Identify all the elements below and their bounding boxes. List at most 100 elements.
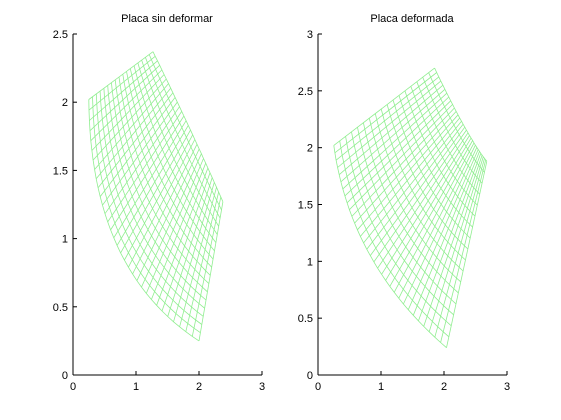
mesh-radial-line <box>342 92 448 190</box>
mesh-radial-line <box>440 159 487 343</box>
mesh-radial-line <box>136 148 200 281</box>
x-tick-label: 0 <box>70 381 76 393</box>
mesh-radial-line <box>91 74 165 151</box>
mesh-radial-line <box>141 153 202 288</box>
mesh-radial-line <box>92 78 167 161</box>
mesh-radial-line <box>428 156 484 332</box>
y-tick-label: 2.5 <box>53 29 68 41</box>
mesh-radial-line <box>128 139 196 268</box>
mesh-radial-line <box>99 97 176 197</box>
mesh-radial-line <box>120 129 191 254</box>
mesh-radial-line <box>198 201 224 341</box>
mesh-radial-line <box>156 167 209 306</box>
mesh-radial-line <box>377 132 469 269</box>
y-tick-label: 0.5 <box>298 313 313 325</box>
y-tick-label: 1 <box>307 256 313 268</box>
y-tick-label: 1.5 <box>53 165 68 177</box>
mesh-radial-line <box>132 144 198 275</box>
mesh-radial-line <box>151 163 207 300</box>
mesh-radial-line <box>357 114 459 231</box>
y-tick-label: 0 <box>307 370 313 382</box>
y-tick-label: 3 <box>307 29 313 41</box>
mesh-radial-line <box>173 182 215 322</box>
mesh-radial-line <box>88 55 156 111</box>
mesh-radial-line <box>403 147 478 305</box>
mesh-radial-line <box>434 158 485 338</box>
axes: 0 1 2 3 0 0.5 1 1.5 2 2.5 <box>53 29 265 393</box>
mesh-radial-line <box>116 125 189 246</box>
y-tick-label: 1 <box>62 234 68 246</box>
mesh-radial-line <box>145 158 204 294</box>
subplot-title: Placa deformada <box>370 13 454 25</box>
mesh-radial-line <box>179 187 217 327</box>
subplot-title: Placa sin deformar <box>121 13 213 25</box>
mesh-radial-line <box>340 89 446 183</box>
x-tick-label: 3 <box>259 381 265 393</box>
axes: 0 1 2 3 0 0.5 1 1.5 2 2.5 3 <box>298 29 510 393</box>
mesh-radial-line <box>369 126 466 256</box>
mesh-radial-line <box>351 107 455 217</box>
mesh-radial-line <box>95 87 172 180</box>
plate-mesh <box>88 51 224 342</box>
mesh-radial-line <box>373 129 467 263</box>
mesh-radial-line <box>337 80 442 168</box>
subplot-placa-sin-deformar: Placa sin deformar 0 1 2 3 0 0.5 1 1.5 2 2.5 <box>53 13 265 393</box>
mesh-radial-line <box>335 76 440 161</box>
mesh-arc-line <box>374 113 464 272</box>
mesh-arc-line <box>148 54 222 211</box>
mesh-radial-line <box>412 151 480 316</box>
mesh-arc-line <box>392 99 471 239</box>
mesh-radial-line <box>381 135 470 275</box>
mesh-radial-line <box>107 111 183 223</box>
y-tick-label: 2 <box>62 97 68 109</box>
mesh-radial-line <box>88 51 154 100</box>
mesh-radial-line <box>398 145 476 299</box>
mesh-radial-line <box>354 111 457 224</box>
x-tick-label: 0 <box>315 381 321 393</box>
mesh-radial-line <box>185 192 219 332</box>
y-tick-label: 0.5 <box>53 302 68 314</box>
y-tick-label: 0 <box>62 370 68 382</box>
mesh-radial-line <box>407 149 479 310</box>
mesh-radial-line <box>124 134 194 261</box>
subplot-placa-deformada: Placa deformada 0 1 2 3 0 0.5 1 1.5 2 2.5 3 <box>298 13 510 393</box>
y-tick-label: 2.5 <box>298 86 313 98</box>
mesh-radial-line <box>389 140 473 287</box>
mesh-radial-line <box>113 120 187 239</box>
mesh-radial-line <box>333 67 435 146</box>
mesh-radial-line <box>446 161 488 348</box>
plate-mesh <box>333 67 488 349</box>
mesh-arc-line <box>145 57 221 219</box>
mesh-radial-line <box>334 72 437 154</box>
mesh-radial-line <box>393 142 475 293</box>
mesh-radial-line <box>97 92 174 189</box>
mesh-arc-line <box>339 140 450 338</box>
mesh-radial-line <box>344 96 450 197</box>
mesh-radial-line <box>90 69 163 141</box>
x-tick-label: 1 <box>133 381 139 393</box>
mesh-arc-line <box>428 72 485 173</box>
x-tick-label: 3 <box>504 381 510 393</box>
mesh-radial-line <box>161 172 211 312</box>
y-tick-label: 1.5 <box>298 200 313 212</box>
mesh-radial-line <box>191 196 222 337</box>
mesh-radial-line <box>349 104 453 210</box>
mesh-radial-line <box>167 177 213 317</box>
mesh-radial-line <box>102 101 178 206</box>
mesh-radial-line <box>418 153 482 322</box>
x-tick-label: 2 <box>441 381 447 393</box>
x-tick-label: 2 <box>196 381 202 393</box>
mesh-radial-line <box>366 123 464 250</box>
mesh-radial-line <box>360 117 461 237</box>
mesh-radial-line <box>423 154 483 327</box>
mesh-radial-line <box>89 60 158 121</box>
y-tick-label: 2 <box>307 143 313 155</box>
mesh-radial-line <box>346 100 451 204</box>
mesh-radial-line <box>338 84 444 176</box>
mesh-radial-line <box>110 115 185 231</box>
mesh-radial-line <box>89 65 160 131</box>
mesh-radial-line <box>94 83 169 170</box>
mesh-arc-line <box>95 93 203 325</box>
x-tick-label: 1 <box>378 381 384 393</box>
